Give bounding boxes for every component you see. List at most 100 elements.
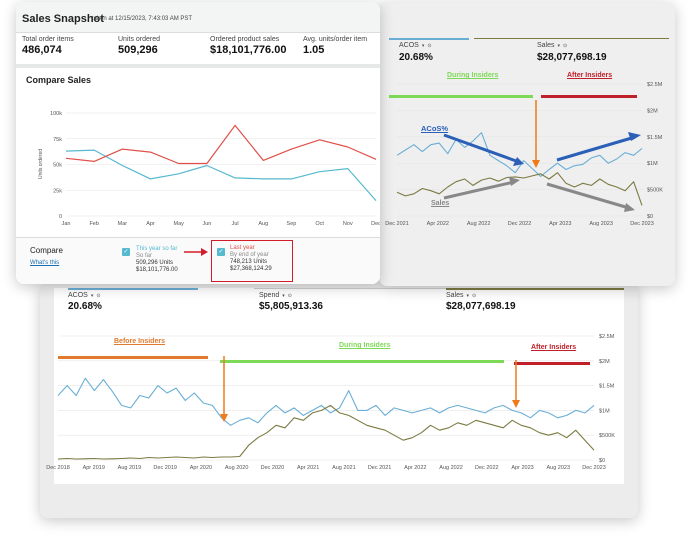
x-tick-label: Apr 2022 [404,465,426,471]
chevron-down-icon[interactable]: ▾ [557,43,561,49]
x-tick-label: Dec 2020 [261,465,285,471]
long-term-sales-panel: ACOS ▾ ⊙ 20.68% Spend ▾ ⊙ $5,805,913.36 Sale… [40,282,638,518]
units-ordered-value: 509,296 [118,44,158,56]
info-icon: ⊙ [96,293,101,299]
x-tick-label: Dec 2023 [582,465,606,471]
highlight-arrow-layer [184,248,208,256]
info-icon: ⊙ [472,293,477,299]
sales-trend-arrowhead [509,177,520,186]
series-line-sales [57,404,595,460]
last-year-checkbox[interactable]: ✓ [217,248,225,256]
chevron-down-icon[interactable]: ▾ [282,293,285,299]
x-tick-label: Oct [315,221,324,227]
this-year-units: 509,296 Units [136,260,174,266]
insiders-end-arrowhead [512,400,520,408]
x-tick-label: Apr [146,221,155,227]
bottom-sales-value: $28,077,698.19 [446,301,516,312]
x-tick-label: Aug 2019 [118,465,142,471]
y-tick-label: 50k [53,163,62,169]
compare-sales-title: Compare Sales [26,75,92,85]
x-tick-label: Feb [89,221,98,227]
x-tick-label: Mar [118,221,128,227]
after-insiders-bar [541,95,637,98]
x-tick-label: Dec [371,221,380,227]
ordered-product-sales-value: $18,101,776.00 [210,44,287,56]
chevron-down-icon[interactable]: ▾ [466,293,470,299]
last-year-sub: By end of year [230,252,269,258]
x-tick-label: Apr 2023 [511,465,533,471]
bottom-sales-label: Sales ▾ ⊙ [446,292,477,299]
acos-metric-indicator [68,288,198,290]
bottom-after-insiders-label: After Insiders [531,344,577,351]
y-tick-label: $2M [647,108,658,114]
x-tick-label: Aug 2022 [467,221,491,227]
series-line-sales [396,172,643,206]
acos-after-arrowhead [628,132,641,141]
insiders-start-arrowhead [220,414,228,422]
after-insiders-bar [514,362,590,365]
x-tick-label: Jul [232,221,239,227]
bottom-acos-label: ACOS ▾ ⊙ [68,292,101,299]
x-tick-label: May [174,221,185,227]
acos-metric-indicator [389,38,469,40]
bottom-during-insiders-label: During Insiders [339,342,391,349]
acos-after-arrow [556,135,636,162]
y-tick-label: $2M [599,359,610,365]
sales-metric-indicator [446,288,624,290]
last-year-amount: $27,368,124.29 [230,266,272,272]
avg-units-value: 1.05 [303,44,325,56]
y-tick-label: 75k [53,137,62,143]
series-line-last-year [65,124,377,165]
x-tick-label: Sep [287,221,297,227]
during-insiders-label: During Insiders [447,72,499,79]
insiders-line-chart: $0 $500K $1M $1.5M $2M $2.5M Dec 2021 Apr 2022 A… [385,82,663,227]
sales-metric-indicator [474,38,669,39]
y-tick-label: $2.5M [647,82,663,88]
spend-metric-indicator [254,288,454,289]
after-insiders-label: After Insiders [567,72,613,79]
x-tick-label: Apr 2019 [83,465,105,471]
snapshot-title: Sales Snapshot [22,13,104,25]
bottom-acos-value: 20.68% [68,301,102,312]
compare-sales-line-chart: 0 25k 50k 75k 100k Jan Feb Mar Apr May Jun Jul Aug Se… [38,111,380,227]
x-tick-label: Jan [62,221,71,227]
x-tick-label: Aug 2023 [589,221,613,227]
this-year-legend: This year so far So far 509,296 Units $1… [136,246,178,274]
y-tick-label: 100k [50,111,62,117]
total-order-items-label: Total order items [22,36,74,43]
sales-annotation-label: Sales [431,200,450,207]
series-line-acos [57,377,595,426]
y-tick-label: $1M [647,161,658,167]
y-tick-label: $1.5M [647,135,663,141]
x-tick-label: Aug 2021 [332,465,356,471]
this-year-checkbox[interactable]: ✓ [122,248,130,256]
whats-this-link[interactable]: What's this [30,260,60,266]
y-tick-label: $0 [647,214,653,220]
units-ordered-label: Units ordered [118,36,161,43]
highlight-arrowhead [201,248,208,256]
y-tick-label: $500K [647,188,663,194]
x-tick-label: Jun [202,221,211,227]
during-insiders-bar [389,95,533,98]
chevron-down-icon[interactable]: ▾ [421,43,425,49]
x-tick-label: Apr 2021 [297,465,319,471]
long-term-line-chart: $0 $500K $1M $1.5M $2M $2.5M Dec 2018 Apr 2019 A… [46,334,615,471]
right-acos-value: 20.68% [399,52,433,63]
y-tick-label: $2.5M [599,334,615,340]
chevron-down-icon[interactable]: ▾ [90,293,94,299]
x-tick-label: Dec 2022 [475,465,499,471]
bottom-spend-value: $5,805,913.36 [259,301,323,312]
sales-after-arrowhead [624,203,635,212]
x-tick-label: Dec 2021 [368,465,392,471]
sales-trend-arrow [443,180,515,200]
acos-trend-arrow [443,133,520,164]
acos-annotation-label: ACoS% [421,124,449,133]
y-tick-label: 0 [59,214,62,220]
sales-after-arrow [546,182,630,210]
during-insiders-bar [220,360,504,363]
sales-snapshot-panel: Sales Snapshot taken at 12/15/2023, 7:43… [16,2,380,284]
last-year-highlight-box [211,240,293,282]
avg-units-label: Avg. units/order item [303,36,368,43]
last-year-units: 748,213 Units [230,259,268,265]
y-tick-label: $500K [599,433,615,439]
